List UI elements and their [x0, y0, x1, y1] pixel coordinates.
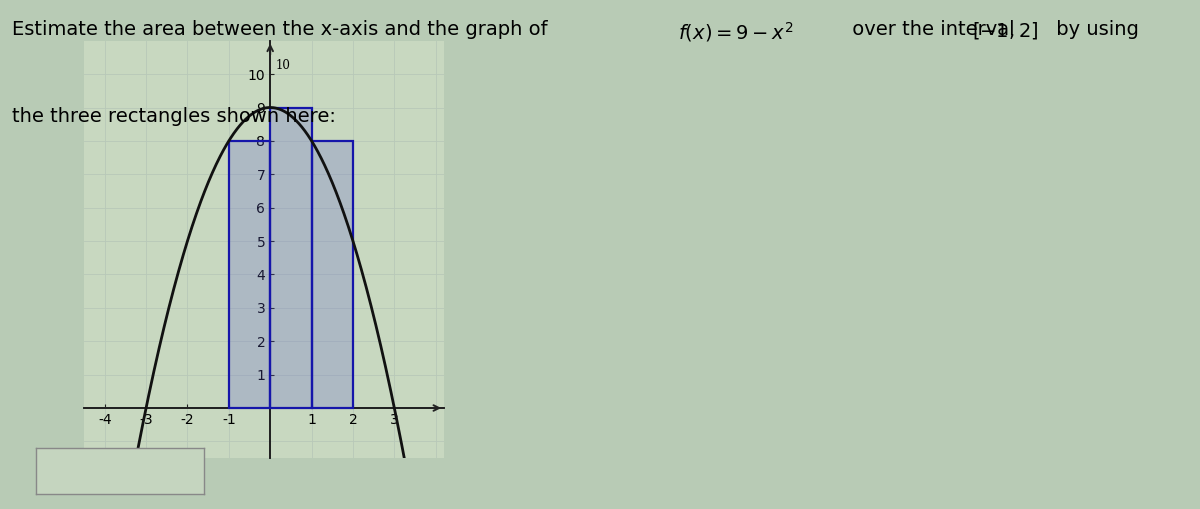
Text: 10: 10	[275, 60, 290, 72]
Bar	[312, 141, 353, 408]
Text: by using: by using	[1050, 20, 1139, 39]
Bar	[229, 141, 270, 408]
Bar	[270, 107, 312, 408]
Text: Estimate the area between the x-axis and the graph of: Estimate the area between the x-axis and…	[12, 20, 554, 39]
Text: $[ - 1, 2]$: $[ - 1, 2]$	[972, 20, 1039, 41]
Bar	[229, 141, 270, 408]
Bar	[270, 107, 312, 408]
Text: over the interval: over the interval	[846, 20, 1021, 39]
Text: $f(x) = 9 - x^2$: $f(x) = 9 - x^2$	[678, 20, 793, 44]
Bar	[312, 141, 353, 408]
Text: the three rectangles shown here:: the three rectangles shown here:	[12, 107, 336, 126]
